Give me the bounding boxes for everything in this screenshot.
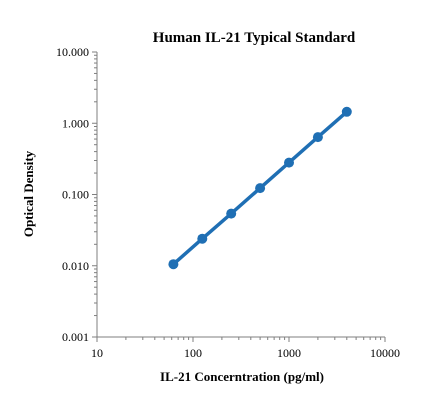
- y-tick-label: 0.100: [62, 188, 89, 202]
- y-tick-label: 10.000: [56, 45, 89, 59]
- data-point: [255, 183, 266, 194]
- axes: 0.001 0.010 0.100 1.000 10.000 10 100 1000 10000: [56, 45, 400, 360]
- data-point: [197, 233, 208, 244]
- y-tick-label: 0.001: [62, 330, 89, 344]
- chart-title: Human IL-21 Typical Standard: [153, 30, 356, 46]
- data-point: [284, 157, 294, 168]
- y-tick-label: 0.010: [62, 259, 89, 273]
- y-tick-label: 1.000: [62, 116, 89, 130]
- series-layer: [168, 106, 352, 270]
- data-point: [168, 259, 179, 270]
- x-tick-label: 100: [184, 346, 202, 360]
- data-point: [341, 106, 352, 117]
- x-tick-label: 1000: [277, 346, 301, 360]
- x-tick-label: 10: [91, 346, 103, 360]
- data-point: [226, 208, 237, 219]
- x-axis-label: IL-21 Concerntration (pg/ml): [160, 369, 324, 384]
- y-axis-label: Optical Density: [21, 150, 36, 237]
- x-tick-label: 10000: [370, 346, 400, 360]
- data-point: [312, 132, 323, 143]
